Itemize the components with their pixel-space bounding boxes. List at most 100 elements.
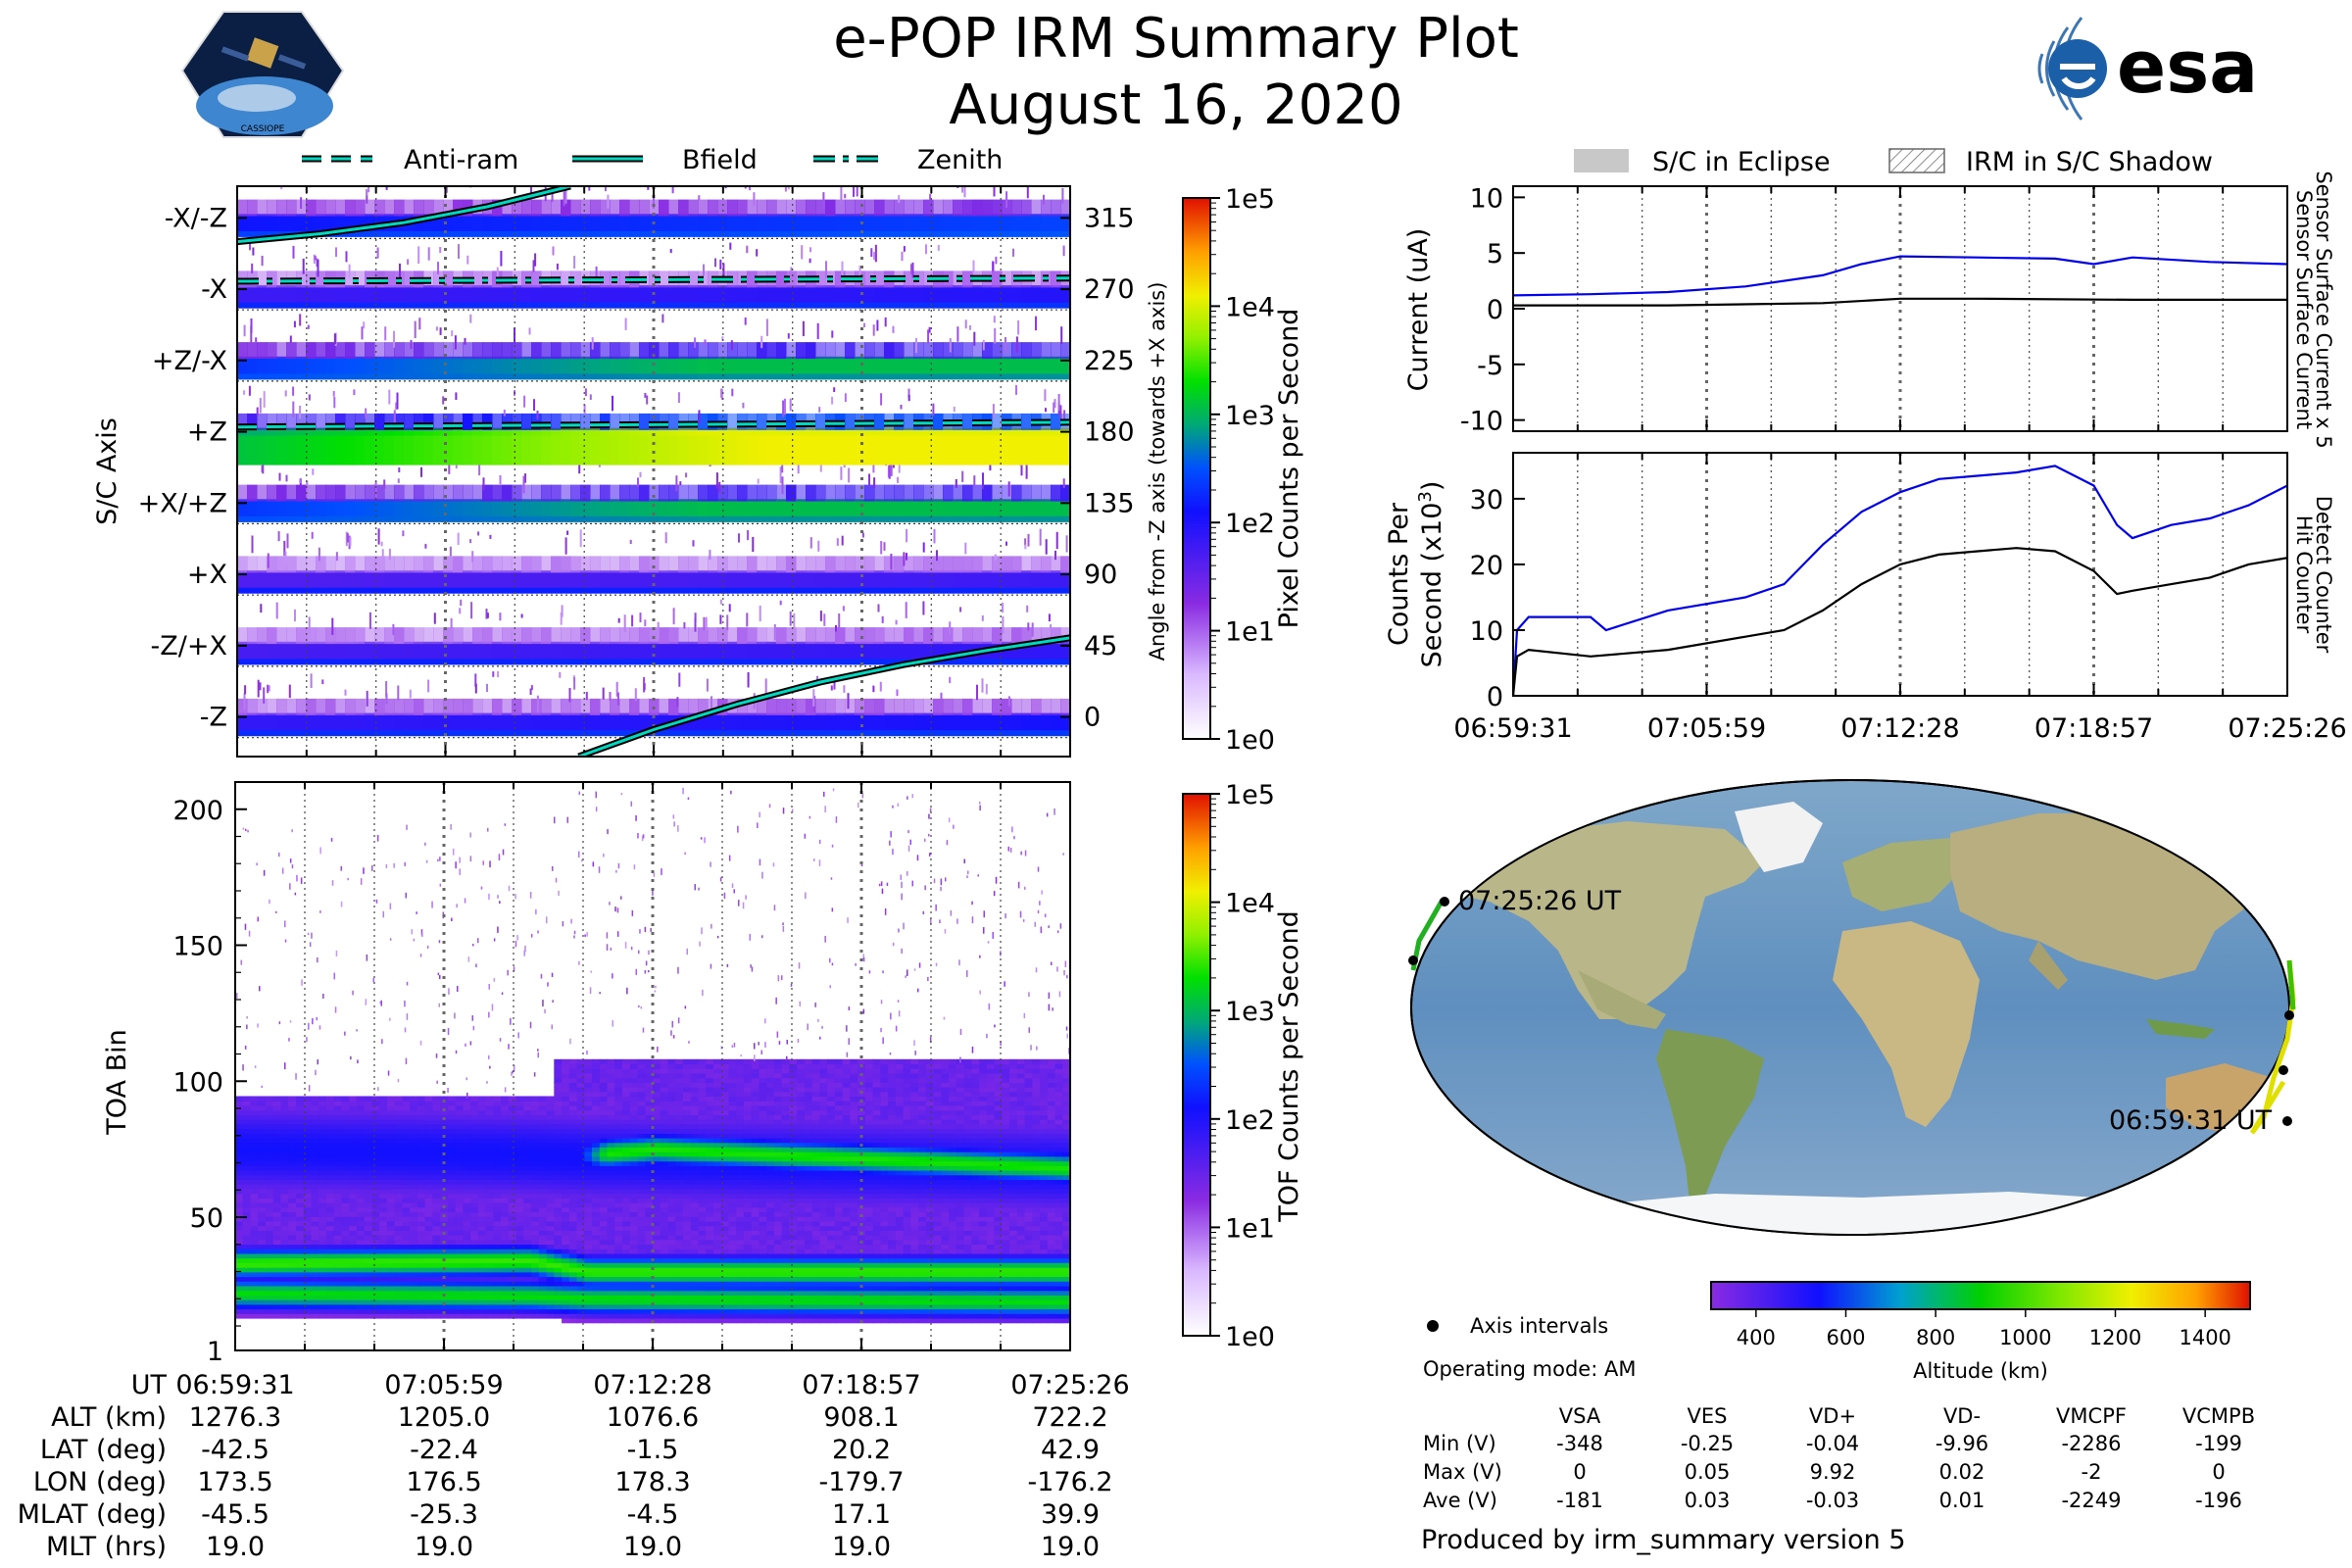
- sc-axis-speckle: [830, 685, 833, 691]
- sc-axis-band-cell: [463, 413, 473, 430]
- toa-heat-cell: [325, 1216, 335, 1222]
- sc-axis-band-cell: [610, 413, 620, 430]
- toa-heat-cell: [235, 1308, 244, 1314]
- sc-axis-speckle: [1048, 613, 1051, 622]
- toa-heat-cell: [280, 1170, 289, 1176]
- toa-heat-cell: [410, 1142, 418, 1148]
- sc-axis-band-cell: [257, 270, 268, 288]
- toa-heat-cell: [424, 1147, 433, 1152]
- toa-heat-cell: [258, 1249, 267, 1254]
- toa-heat-cell: [242, 1155, 251, 1162]
- toa-heat-cell: [250, 1105, 259, 1111]
- sc-axis-band-cell: [335, 499, 346, 519]
- toa-heat-cell: [576, 1303, 585, 1310]
- sc-axis-speckle: [883, 542, 886, 551]
- toa-heat-cell: [416, 1290, 426, 1296]
- toa-heat-cell: [508, 1290, 517, 1296]
- toa-heat-cell: [272, 1165, 281, 1171]
- sc-axis-band-cell: [610, 730, 620, 737]
- sc-axis-band-cell: [374, 342, 385, 360]
- sc-axis-speckle: [293, 320, 296, 328]
- toa-heat-cell: [546, 1271, 555, 1278]
- toa-heat-cell: [303, 1262, 312, 1268]
- toa-heat-cell: [576, 1220, 585, 1227]
- sc-axis-band-cell: [541, 373, 552, 380]
- sc-axis-speckle: [933, 528, 936, 544]
- sc-axis-band-cell: [1031, 199, 1042, 217]
- sc-axis-band-cell: [316, 712, 326, 733]
- toa-heat-cell: [371, 1109, 380, 1115]
- sc-axis-speckle: [368, 186, 370, 193]
- sc-axis-band-cell: [453, 356, 464, 377]
- toa-heat-cell: [568, 1096, 578, 1102]
- sc-axis-speckle: [397, 478, 400, 483]
- sc-axis-band-cell: [267, 730, 277, 737]
- sc-axis-band-cell: [384, 641, 395, 662]
- sc-axis-band-cell: [1021, 356, 1032, 377]
- toa-heat-cell: [416, 1152, 426, 1157]
- sc-axis-band-cell: [267, 556, 277, 573]
- toa-heat-cell: [546, 1142, 555, 1148]
- sc-axis-band-cell: [766, 285, 777, 306]
- sc-axis-band-cell: [982, 698, 993, 715]
- toa-heat-cell: [562, 1271, 570, 1278]
- sc-axis-angle-label: 315: [1084, 203, 1135, 233]
- toa-heat-cell: [455, 1252, 464, 1259]
- toa-heat-cell: [258, 1281, 267, 1287]
- sc-axis-band-cell: [463, 730, 473, 737]
- sc-axis-band-cell: [443, 712, 454, 733]
- toa-heat-cell: [379, 1220, 388, 1227]
- sc-axis-band-cell: [629, 356, 640, 377]
- toa-heat-cell: [432, 1096, 441, 1102]
- sc-axis-band-cell: [786, 342, 797, 360]
- sc-axis-band-cell: [962, 356, 973, 377]
- toa-heat-cell: [250, 1184, 259, 1190]
- toa-heat-cell: [250, 1165, 259, 1171]
- toa-heat-cell: [402, 1276, 411, 1282]
- sc-axis-band-cell: [796, 659, 807, 665]
- toa-heat-cell: [546, 1235, 555, 1241]
- toa-heat-cell: [364, 1096, 372, 1102]
- sc-axis-band-cell: [698, 285, 709, 306]
- sc-axis-band-cell: [414, 515, 424, 522]
- toa-heat-cell: [394, 1252, 403, 1259]
- sc-axis-band-cell: [649, 712, 660, 733]
- toa-heat-cell: [235, 1109, 244, 1115]
- toa-heat-cell: [356, 1198, 366, 1203]
- sc-axis-band-cell: [1031, 730, 1042, 737]
- toa-heat-cell: [410, 1160, 418, 1166]
- anti-ram-line: [237, 420, 1070, 429]
- sc-axis-band-cell: [1011, 356, 1022, 377]
- sc-axis-band-cell: [551, 302, 562, 309]
- sc-axis-band-cell: [786, 214, 797, 234]
- toa-heat-cell: [349, 1202, 358, 1208]
- sc-axis-band-cell: [766, 302, 777, 309]
- sc-axis-band-cell: [678, 214, 689, 234]
- sc-axis-band-cell: [453, 230, 464, 237]
- toa-heat-cell: [272, 1138, 281, 1144]
- toa-heat-cell: [296, 1308, 305, 1314]
- toa-heat-cell: [531, 1239, 540, 1246]
- sc-axis-band-cell: [1021, 627, 1032, 645]
- toa-heat-cell: [455, 1188, 464, 1195]
- sc-axis-band-cell: [570, 285, 581, 306]
- sc-axis-speckle: [427, 247, 430, 261]
- toa-heat-cell: [311, 1101, 319, 1106]
- toa-heat-cell: [515, 1299, 524, 1305]
- sc-axis-band-cell: [394, 587, 405, 594]
- sc-axis-band-cell: [806, 556, 816, 573]
- sc-axis-band-cell: [717, 627, 728, 645]
- toa-heat-cell: [394, 1271, 403, 1278]
- toa-heat-cell: [356, 1155, 366, 1162]
- sc-axis-band-cell: [512, 356, 522, 377]
- sc-axis-speckle: [1027, 622, 1030, 631]
- toa-heat-cell: [576, 1198, 585, 1203]
- sc-axis-band-cell: [610, 199, 620, 217]
- sc-axis-band-cell: [463, 214, 473, 234]
- toa-heat-cell: [485, 1105, 494, 1111]
- sc-axis-speckle: [583, 404, 586, 415]
- toa-heat-cell: [554, 1262, 563, 1268]
- sc-axis-speckle: [1015, 385, 1017, 395]
- toa-heat-cell: [523, 1155, 532, 1162]
- toa-heat-cell: [562, 1133, 570, 1139]
